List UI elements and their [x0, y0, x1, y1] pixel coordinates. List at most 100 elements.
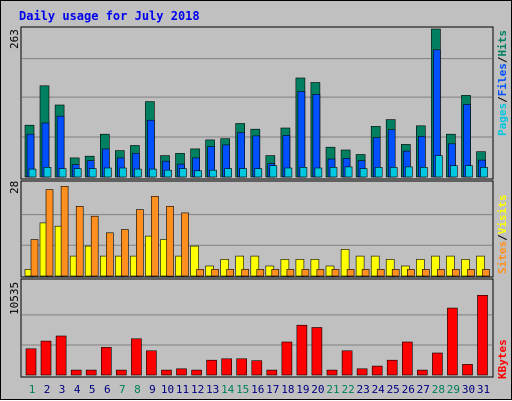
bar-pages-day-25 — [389, 167, 398, 178]
bar-sites-day-29 — [452, 269, 460, 277]
bar-pages-day-30 — [465, 165, 473, 178]
legend-kbytes: KBytes — [496, 339, 509, 379]
bar-visits-day-16 — [250, 255, 260, 277]
bar-sites-day-21 — [331, 269, 340, 277]
bar-kbytes-day-9 — [146, 350, 157, 376]
bar-pages-day-7 — [119, 167, 127, 178]
ymax-label-kbytes: 10535 — [8, 282, 21, 315]
bar-kbytes-day-28 — [432, 352, 443, 376]
legend-sep-1: / — [496, 96, 509, 103]
x-tick-label-day-7: 7 — [119, 383, 126, 396]
bar-sites-day-14 — [226, 269, 234, 277]
bar-kbytes-day-10 — [161, 369, 172, 376]
bar-kbytes-day-1 — [25, 348, 37, 376]
bar-visits-day-19 — [295, 259, 305, 277]
x-tick-label-day-6: 6 — [104, 383, 111, 396]
bar-sites-day-8 — [136, 209, 144, 277]
x-tick-label-day-3: 3 — [59, 383, 66, 396]
x-tick-label-day-31: 31 — [477, 383, 490, 396]
x-tick-label-day-13: 13 — [206, 383, 219, 396]
bar-pages-day-31 — [480, 167, 488, 178]
x-tick-label-day-19: 19 — [296, 383, 309, 396]
bar-pages-day-1 — [28, 168, 37, 178]
x-tick-label-day-26: 26 — [402, 383, 415, 396]
bar-kbytes-day-5 — [85, 369, 97, 376]
bar-files-day-20 — [312, 94, 321, 178]
bar-sites-day-19 — [301, 269, 310, 277]
bar-pages-day-16 — [254, 168, 263, 178]
x-tick-label-day-1: 1 — [29, 383, 36, 396]
ymax-label-hits: 263 — [8, 29, 21, 49]
bar-kbytes-day-23 — [356, 368, 368, 376]
bar-pages-day-6 — [104, 167, 112, 178]
bar-sites-day-26 — [406, 269, 415, 277]
x-tick-label-day-10: 10 — [161, 383, 174, 396]
bar-sites-day-11 — [181, 212, 189, 277]
bar-visits-day-30 — [461, 259, 470, 277]
bar-visits-day-24 — [370, 255, 380, 277]
bar-sites-day-16 — [256, 269, 265, 277]
bar-kbytes-day-15 — [236, 358, 247, 376]
bar-kbytes-day-14 — [221, 358, 232, 376]
bar-visits-day-15 — [235, 255, 244, 277]
x-tick-label-day-29: 29 — [447, 383, 460, 396]
legend-hits-panel: Pages/Files/Hits — [496, 30, 509, 136]
bar-kbytes-day-31 — [477, 294, 488, 376]
bar-kbytes-day-12 — [191, 369, 202, 376]
bar-kbytes-day-2 — [40, 340, 52, 376]
bar-kbytes-day-20 — [311, 327, 323, 376]
legend-sep-3: / — [496, 234, 509, 241]
bar-sites-day-28 — [437, 269, 445, 277]
bar-pages-day-24 — [374, 167, 383, 178]
bar-sites-day-6 — [106, 232, 114, 277]
bar-kbytes-day-21 — [326, 369, 338, 376]
ymax-label-visits: 28 — [8, 181, 21, 194]
x-tick-label-day-4: 4 — [74, 383, 81, 396]
x-tick-label-day-5: 5 — [89, 383, 96, 396]
bar-sites-day-4 — [75, 206, 84, 277]
bar-visits-day-12 — [190, 245, 199, 277]
bar-pages-day-23 — [359, 168, 368, 178]
bar-visits-day-22 — [340, 249, 350, 277]
bar-kbytes-day-8 — [131, 338, 142, 376]
bar-kbytes-day-19 — [296, 324, 308, 376]
bar-kbytes-day-25 — [386, 359, 398, 376]
x-tick-label-day-27: 27 — [417, 383, 430, 396]
bar-kbytes-day-24 — [371, 365, 383, 376]
bar-pages-day-20 — [314, 167, 323, 178]
bar-sites-day-31 — [482, 269, 490, 277]
bar-sites-day-20 — [316, 269, 325, 277]
bar-files-day-3 — [56, 115, 65, 178]
legend-hits: Hits — [496, 30, 509, 57]
x-tick-label-day-8: 8 — [134, 383, 141, 396]
bar-pages-day-21 — [329, 167, 338, 178]
bar-kbytes-day-11 — [176, 368, 187, 376]
x-tick-label-day-22: 22 — [341, 383, 354, 396]
bar-pages-day-29 — [450, 165, 458, 178]
x-tick-label-day-30: 30 — [462, 383, 475, 396]
panel-kbytes — [20, 278, 494, 378]
bar-sites-day-22 — [346, 269, 355, 277]
bar-pages-day-22 — [344, 166, 353, 178]
x-tick-label-day-17: 17 — [266, 383, 279, 396]
bar-pages-day-28 — [435, 155, 443, 178]
bar-kbytes-day-18 — [281, 341, 293, 376]
bar-kbytes-day-3 — [55, 335, 67, 376]
bar-kbytes-day-7 — [116, 369, 127, 376]
bar-pages-day-11 — [179, 168, 187, 178]
bar-sites-day-1 — [30, 239, 39, 277]
x-tick-label-day-28: 28 — [432, 383, 445, 396]
bar-kbytes-day-26 — [401, 341, 413, 376]
bar-sites-day-7 — [121, 229, 129, 277]
bar-kbytes-day-29 — [447, 307, 458, 376]
x-tick-label-day-2: 2 — [44, 383, 51, 396]
bar-sites-day-24 — [376, 269, 385, 277]
bar-visits-day-27 — [415, 259, 425, 277]
bar-kbytes-day-13 — [206, 359, 217, 376]
bar-pages-day-14 — [224, 168, 232, 178]
bar-pages-day-15 — [239, 168, 247, 178]
bar-pages-day-4 — [73, 168, 82, 178]
bar-sites-day-17 — [271, 269, 280, 277]
bar-pages-day-13 — [209, 169, 217, 178]
